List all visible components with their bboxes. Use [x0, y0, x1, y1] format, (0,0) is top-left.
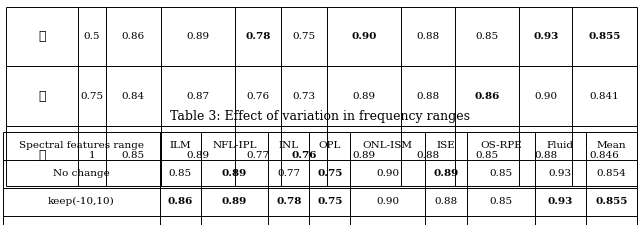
Text: 0.89: 0.89: [353, 151, 376, 160]
Text: ONL-ISM: ONL-ISM: [362, 141, 412, 150]
Text: 0.90: 0.90: [376, 169, 399, 178]
Text: 0.855: 0.855: [595, 198, 627, 207]
Text: 0.77: 0.77: [246, 151, 269, 160]
Text: 0.75: 0.75: [81, 92, 104, 101]
Text: 0.89: 0.89: [186, 32, 209, 41]
Text: 0.90: 0.90: [534, 92, 557, 101]
Text: 0.89: 0.89: [222, 169, 247, 178]
Text: ✓: ✓: [38, 149, 46, 162]
Text: 0.85: 0.85: [490, 198, 513, 207]
Text: 0.78: 0.78: [245, 32, 271, 41]
Text: NFL-IPL: NFL-IPL: [212, 141, 257, 150]
Text: 0.855: 0.855: [588, 32, 621, 41]
Text: 0.93: 0.93: [548, 198, 573, 207]
Text: Spectral features range: Spectral features range: [19, 141, 144, 150]
Text: Mean: Mean: [596, 141, 626, 150]
Text: 0.78: 0.78: [276, 198, 301, 207]
Text: 0.90: 0.90: [376, 198, 399, 207]
Text: 0.75: 0.75: [317, 169, 342, 178]
Text: INL: INL: [278, 141, 299, 150]
Text: 0.89: 0.89: [353, 92, 376, 101]
Text: 0.75: 0.75: [317, 198, 342, 207]
Text: 0.85: 0.85: [476, 151, 499, 160]
Text: ✓: ✓: [38, 90, 46, 103]
Text: 0.846: 0.846: [589, 151, 620, 160]
Text: 0.87: 0.87: [186, 92, 209, 101]
Text: Table 3: Effect of variation in frequency ranges: Table 3: Effect of variation in frequenc…: [170, 110, 470, 123]
Text: No change: No change: [53, 169, 109, 178]
Text: 0.5: 0.5: [84, 32, 100, 41]
Text: 0.86: 0.86: [474, 92, 499, 101]
Text: OPL: OPL: [319, 141, 341, 150]
Text: 0.93: 0.93: [548, 169, 572, 178]
Text: 0.85: 0.85: [168, 169, 191, 178]
Text: 0.88: 0.88: [417, 92, 440, 101]
Text: 0.841: 0.841: [589, 92, 620, 101]
Text: 0.89: 0.89: [222, 198, 247, 207]
Text: 0.89: 0.89: [186, 151, 209, 160]
Text: keep(-10,10): keep(-10,10): [48, 197, 115, 207]
Text: 0.85: 0.85: [476, 32, 499, 41]
Text: 0.86: 0.86: [168, 198, 193, 207]
Text: 0.84: 0.84: [122, 92, 145, 101]
Text: 0.85: 0.85: [122, 151, 145, 160]
Text: 0.86: 0.86: [122, 32, 145, 41]
Text: 0.77: 0.77: [277, 169, 300, 178]
Text: ILM: ILM: [170, 141, 191, 150]
Text: 0.88: 0.88: [435, 198, 458, 207]
Text: 0.854: 0.854: [596, 169, 626, 178]
Text: 0.88: 0.88: [417, 151, 440, 160]
Text: Fluid: Fluid: [547, 141, 574, 150]
Text: 1: 1: [89, 151, 95, 160]
Text: ISE: ISE: [436, 141, 455, 150]
Text: 0.75: 0.75: [292, 32, 316, 41]
Text: 0.76: 0.76: [246, 92, 269, 101]
Text: 0.88: 0.88: [534, 151, 557, 160]
Text: ✓: ✓: [38, 30, 46, 43]
Text: 0.89: 0.89: [433, 169, 458, 178]
Text: 0.73: 0.73: [292, 92, 316, 101]
Text: 0.85: 0.85: [490, 169, 513, 178]
Text: 0.90: 0.90: [351, 32, 377, 41]
Text: OS-RPE: OS-RPE: [480, 141, 522, 150]
Text: 0.93: 0.93: [533, 32, 558, 41]
Text: 0.88: 0.88: [417, 32, 440, 41]
Text: 0.76: 0.76: [291, 151, 317, 160]
